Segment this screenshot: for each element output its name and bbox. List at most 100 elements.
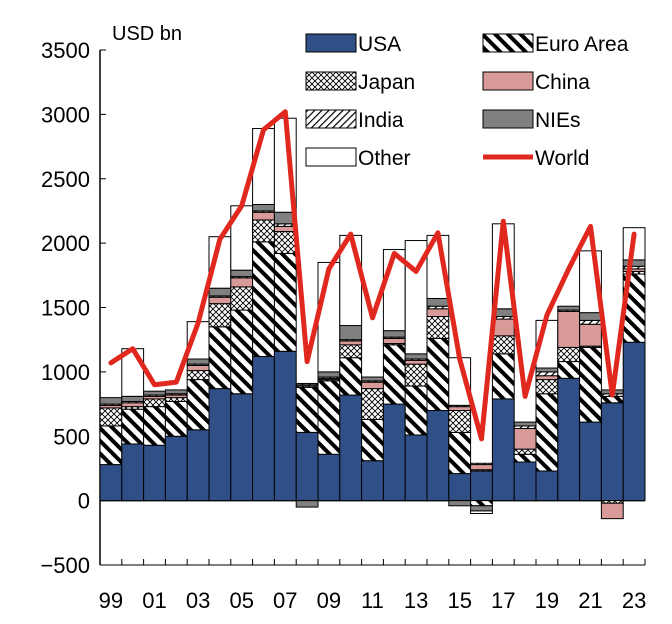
bar-usa-2009 bbox=[317, 453, 341, 502]
bar-japan-2004 bbox=[208, 303, 232, 328]
bar-china-2000 bbox=[121, 402, 145, 408]
bar-euro-2015 bbox=[448, 431, 472, 475]
y-tick-label: 1500 bbox=[41, 296, 90, 321]
bar-china-2004 bbox=[208, 296, 232, 305]
x-tick-label: 23 bbox=[622, 588, 646, 613]
bar-japan-2020 bbox=[557, 346, 581, 363]
bar-usa-2016 bbox=[470, 470, 493, 502]
bar-euro-2018 bbox=[513, 453, 537, 463]
bar-nies-2004 bbox=[208, 287, 232, 297]
legend-label-india: India bbox=[358, 109, 404, 132]
bar-india-2016 bbox=[470, 462, 493, 466]
bar-china-2018 bbox=[513, 428, 537, 450]
bar-usa-2021 bbox=[579, 421, 602, 502]
legend-label-japan: Japan bbox=[358, 71, 415, 94]
bar-nies-2016 bbox=[470, 505, 493, 512]
bar-nies-2009 bbox=[317, 371, 341, 378]
x-tick-label: 05 bbox=[229, 588, 253, 613]
y-tick-label: 0 bbox=[78, 489, 90, 514]
y-tick-label: 3500 bbox=[41, 38, 90, 63]
bar-nies-2006 bbox=[252, 204, 275, 212]
legend-swatch-euro-area bbox=[482, 33, 534, 53]
bar-usa-2013 bbox=[404, 434, 428, 502]
bar-nies-2008 bbox=[295, 500, 319, 508]
bar-india-2021 bbox=[579, 319, 602, 325]
bar-nies-2018 bbox=[513, 421, 537, 427]
bar-japan-2014 bbox=[426, 316, 450, 339]
bar-euro-2014 bbox=[426, 337, 450, 411]
bar-japan-2003 bbox=[186, 370, 210, 381]
legend-label-nies: NIEs bbox=[535, 109, 581, 132]
bar-india-2019 bbox=[535, 371, 559, 377]
legend: USA Euro Area Japan China India NIEs Oth… bbox=[305, 33, 629, 170]
bar-china-2020 bbox=[557, 310, 581, 348]
x-tick-label: 03 bbox=[186, 588, 210, 613]
bar-china-2015 bbox=[448, 406, 472, 412]
legend-label-china: China bbox=[535, 71, 590, 94]
bar-china-2012 bbox=[382, 337, 406, 345]
x-tick-label: 17 bbox=[491, 588, 515, 613]
bar-china-2019 bbox=[535, 375, 559, 381]
bar-usa-2002 bbox=[164, 435, 188, 502]
legend-label-other: Other bbox=[358, 147, 411, 170]
x-tick-label: 15 bbox=[447, 588, 471, 613]
bar-usa-2005 bbox=[230, 393, 254, 502]
bars bbox=[99, 117, 646, 520]
bar-euro-2009 bbox=[317, 380, 341, 455]
bar-usa-2019 bbox=[535, 470, 559, 502]
y-tick-label: 2000 bbox=[41, 231, 90, 256]
bar-china-2016 bbox=[470, 464, 493, 471]
bar-japan-2018 bbox=[513, 448, 537, 455]
x-tick-label: 13 bbox=[404, 588, 428, 613]
bar-china-2003 bbox=[186, 364, 210, 372]
bar-nies-2010 bbox=[339, 325, 363, 341]
bar-euro-2010 bbox=[339, 357, 363, 396]
legend-label-world: World bbox=[535, 147, 589, 170]
x-tick-label: 11 bbox=[361, 588, 384, 613]
bar-japan-2006 bbox=[252, 219, 275, 243]
bar-usa-2004 bbox=[208, 388, 232, 502]
bar-india-2008 bbox=[295, 382, 319, 386]
bar-china-2013 bbox=[404, 359, 428, 365]
bar-euro-2019 bbox=[535, 393, 559, 472]
bar-china-2011 bbox=[361, 381, 384, 390]
x-tick-label: 21 bbox=[578, 588, 602, 613]
bar-euro-1999 bbox=[99, 425, 123, 466]
y-tick-label: −500 bbox=[40, 553, 90, 578]
x-tick-label: 09 bbox=[317, 588, 341, 613]
bar-japan-2019 bbox=[535, 379, 559, 395]
bar-euro-2002 bbox=[164, 400, 188, 437]
bar-nies-2000 bbox=[121, 395, 145, 402]
bar-euro-2005 bbox=[230, 309, 254, 395]
bar-usa-2023 bbox=[622, 341, 646, 502]
bar-usa-2012 bbox=[382, 403, 406, 502]
bar-usa-2022 bbox=[600, 402, 624, 502]
bar-nies-2001 bbox=[143, 390, 166, 396]
bar-other-2016 bbox=[470, 510, 493, 514]
bar-japan-2010 bbox=[339, 344, 363, 359]
bar-china-2021 bbox=[579, 323, 602, 347]
x-tick-label: 01 bbox=[142, 588, 166, 613]
bar-japan-2013 bbox=[404, 363, 428, 387]
world-line bbox=[108, 109, 637, 442]
bar-usa-2010 bbox=[339, 394, 363, 502]
y-tick-label: 2500 bbox=[41, 167, 90, 192]
bar-usa-2008 bbox=[295, 431, 319, 502]
bar-japan-2017 bbox=[491, 335, 515, 355]
bar-euro-2007 bbox=[273, 252, 297, 352]
y-tick-label: 3000 bbox=[41, 102, 90, 127]
bar-usa-2014 bbox=[426, 410, 450, 502]
bar-usa-2007 bbox=[273, 350, 297, 502]
bar-japan-2007 bbox=[273, 231, 297, 254]
bar-euro-2008 bbox=[295, 386, 319, 433]
bar-euro-2006 bbox=[252, 241, 275, 357]
legend-swatch-usa bbox=[305, 33, 357, 53]
y-tick-label: 500 bbox=[53, 424, 90, 449]
bar-euro-2001 bbox=[143, 406, 166, 446]
bar-other-2006 bbox=[252, 128, 275, 205]
bar-japan-2011 bbox=[361, 388, 384, 421]
bar-japan-2001 bbox=[143, 398, 166, 408]
legend-swatch-nies bbox=[482, 109, 534, 129]
bar-euro-2017 bbox=[491, 353, 515, 400]
